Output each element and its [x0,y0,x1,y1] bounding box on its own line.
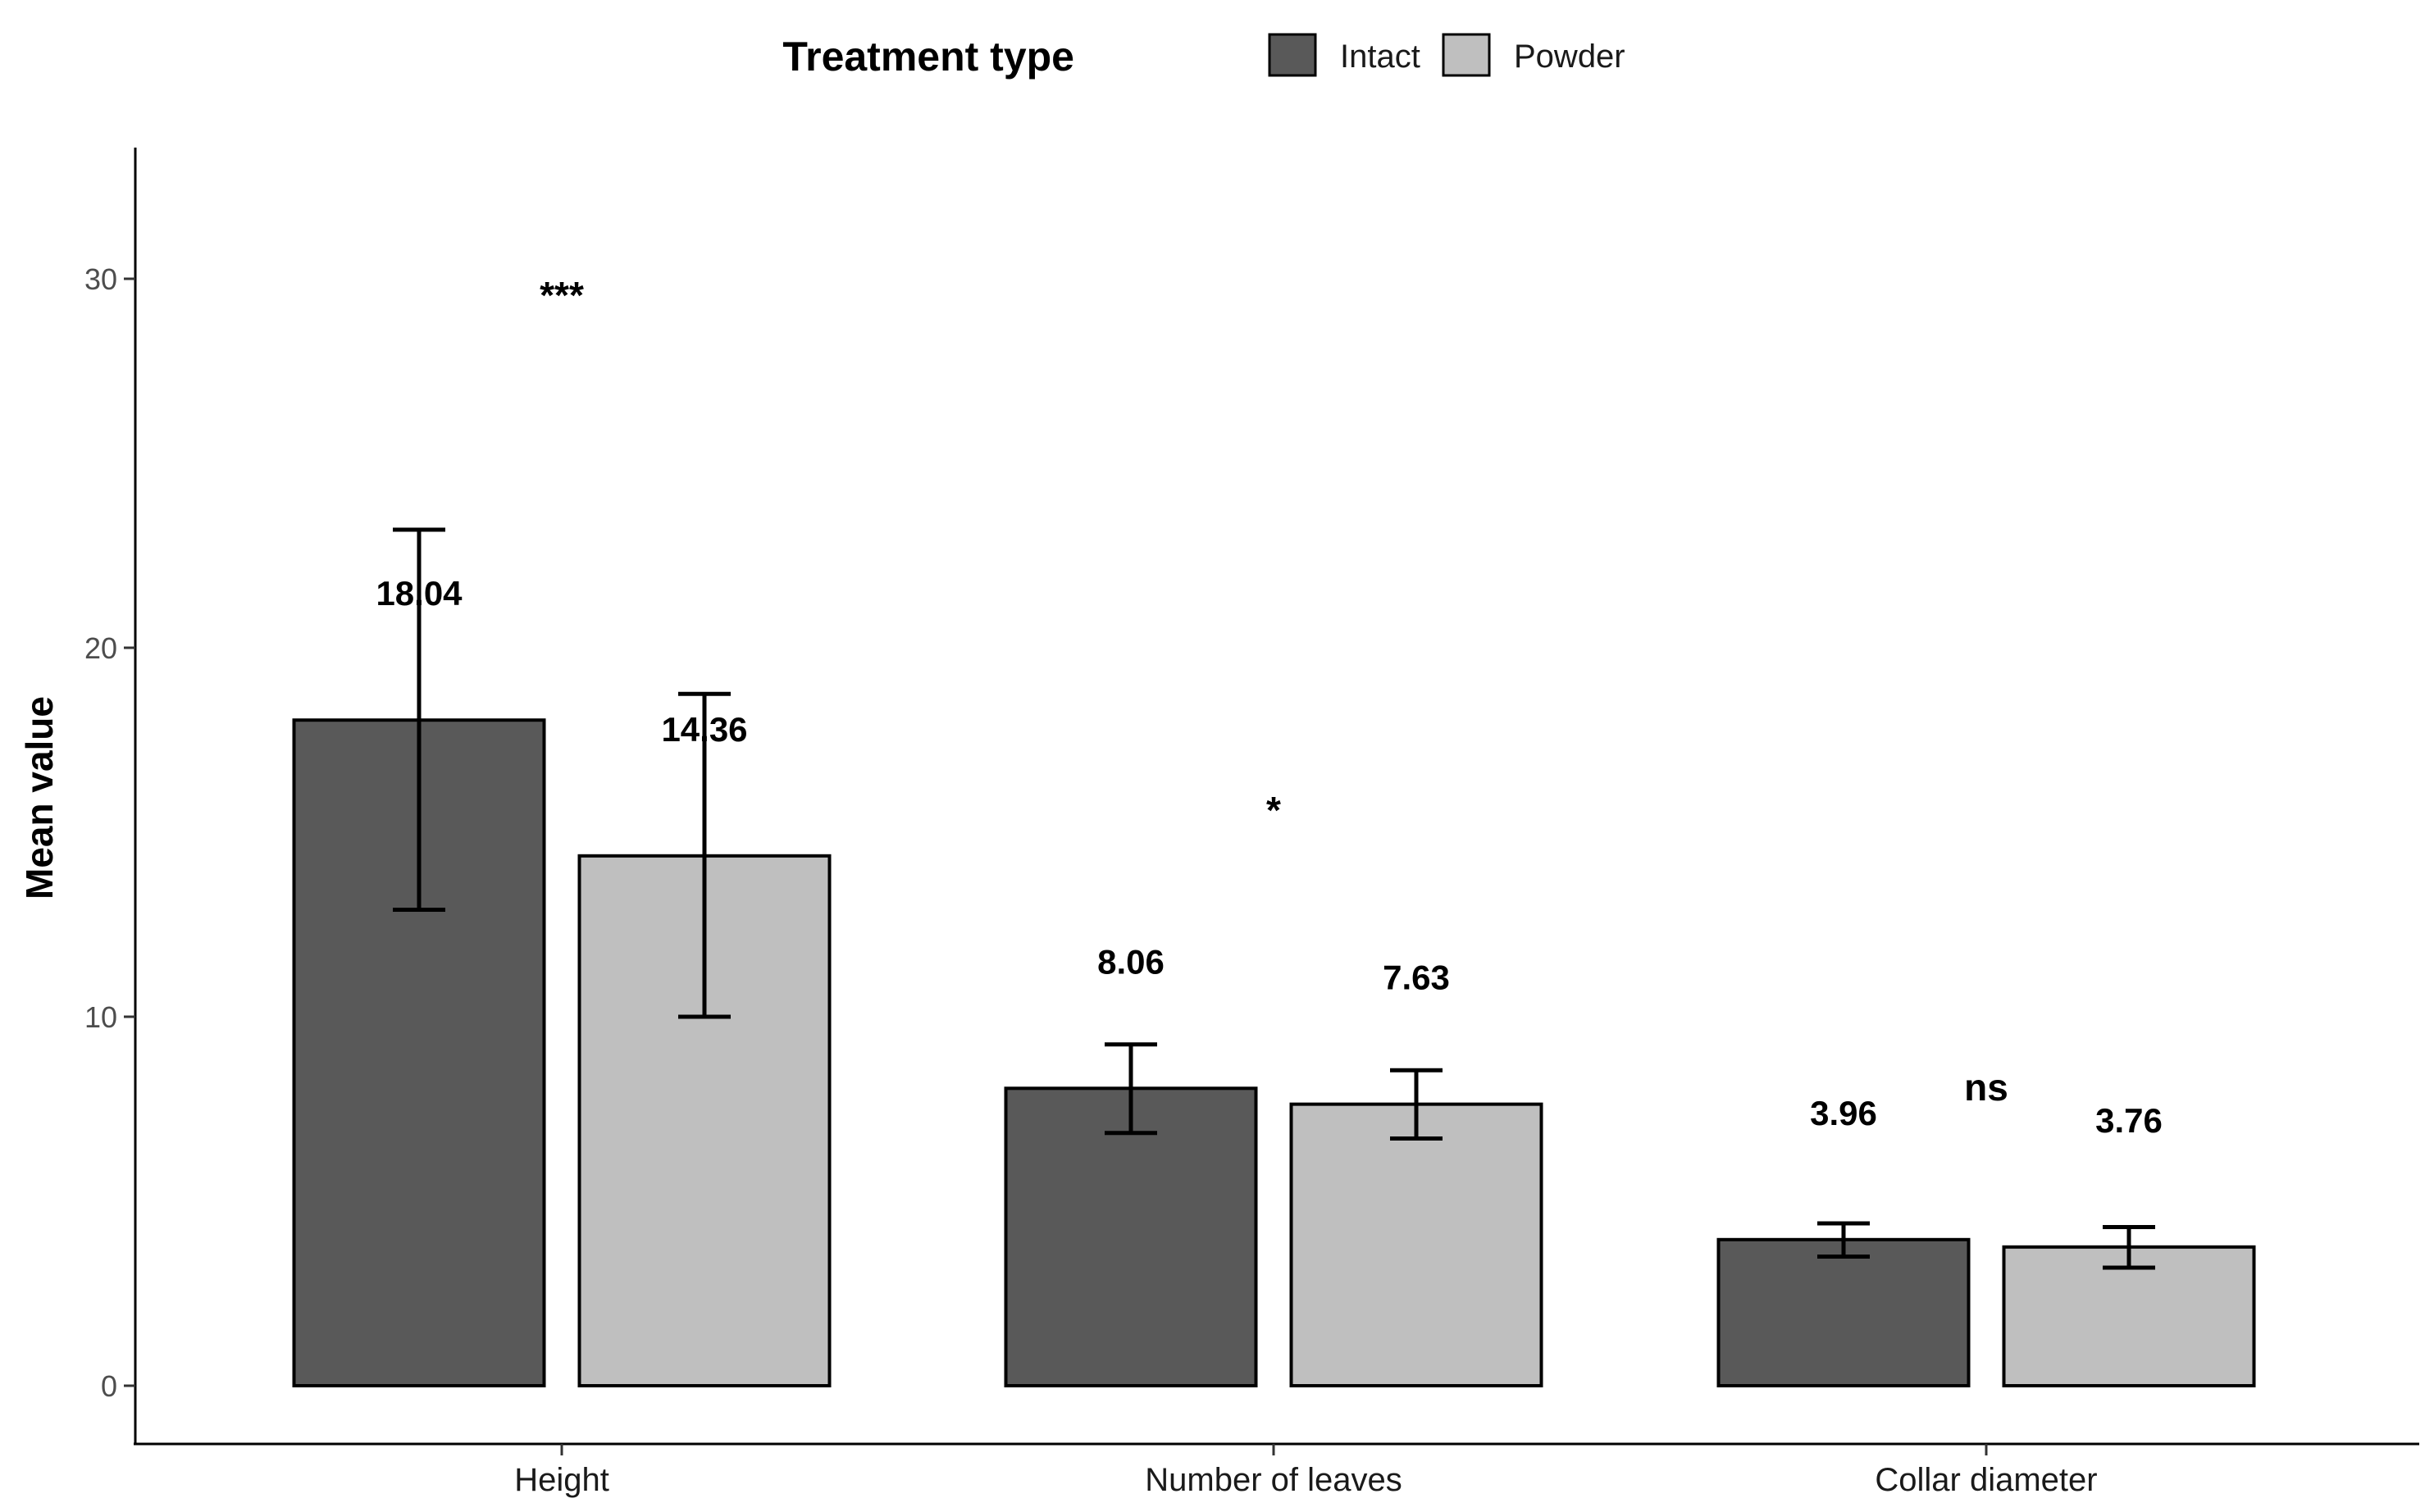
x-tick-label-number-of-leaves: Number of leaves [1145,1462,1402,1498]
y-tick-label: 30 [84,262,117,296]
significance-label-collar-diameter: ns [1964,1066,2008,1109]
y-tick-label: 0 [101,1369,117,1403]
bar-powder-collar-diameter [2002,1245,2256,1388]
value-label-intact-height: 18.04 [376,574,463,613]
legend-label-intact: Intact [1340,39,1420,75]
error-bars [393,527,2155,1270]
significance-label-number-of-leaves: * [1266,789,1281,831]
legend-swatch-powder [1442,33,1491,77]
legend-title: Treatment type [782,34,1074,80]
bar-powder-number-of-leaves [1289,1102,1543,1388]
x-tick-label-height: Height [514,1462,609,1498]
significance-label-height: *** [540,274,584,317]
legend-swatch-intact [1268,33,1317,77]
y-axis-title: Mean value [18,696,61,899]
x-ticks: Height Number of leaves Collar diameter [514,1444,2098,1498]
value-label-powder-number-of-leaves: 7.63 [1383,959,1450,997]
bar-intact-collar-diameter [1716,1237,1971,1388]
y-ticks: 0 10 20 30 [84,262,135,1403]
significance-labels: ****ns [540,274,2008,1109]
y-tick-label: 10 [84,1000,117,1034]
legend: Treatment type Intact Powder [782,33,1625,80]
bar-intact-number-of-leaves [1004,1086,1258,1388]
value-label-powder-height: 14.36 [661,710,747,749]
value-label-intact-collar-diameter: 3.96 [1810,1094,1877,1132]
axes [134,148,2419,1446]
value-label-powder-collar-diameter: 3.76 [2095,1101,2163,1140]
x-tick-label-collar-diameter: Collar diameter [1875,1462,2097,1498]
value-labels: 18.04 8.06 3.96 14.36 7.63 3.76 [376,574,2162,1140]
legend-label-powder: Powder [1514,39,1625,75]
y-tick-label: 20 [84,631,117,665]
value-label-intact-number-of-leaves: 8.06 [1097,942,1165,981]
